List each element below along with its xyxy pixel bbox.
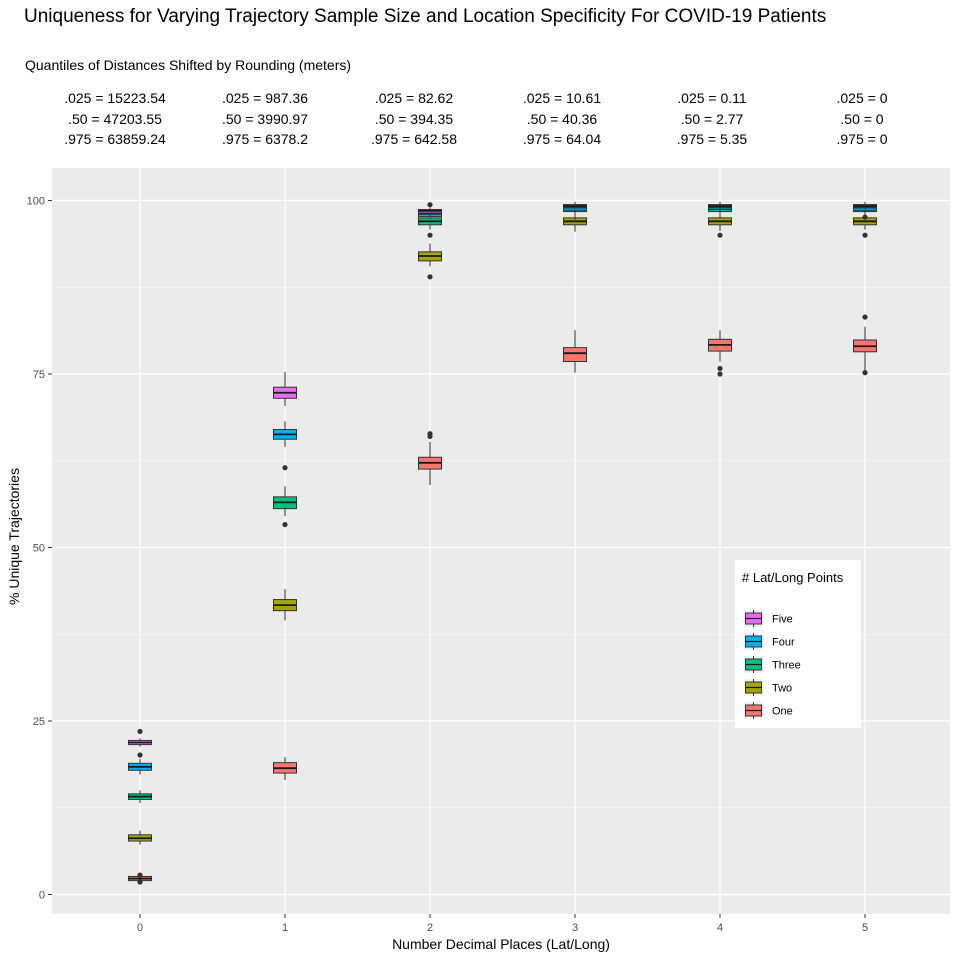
- box-two: [128, 830, 152, 845]
- quantile-975: .975 = 642.58: [370, 131, 458, 147]
- quantile-025: .025 = 82.62: [374, 90, 454, 106]
- box-one: [563, 330, 587, 373]
- quantile-annotation-3: .025 = 10.61 .50 = 40.36 .975 = 64.04: [487, 88, 637, 150]
- outlier-point: [137, 872, 143, 878]
- box-five: [708, 203, 732, 209]
- box-five: [853, 203, 877, 209]
- box-one: [708, 330, 732, 377]
- box-two: [273, 589, 297, 621]
- quantile-annotation-0: .025 = 15223.54 .50 = 47203.55 .975 = 63…: [40, 88, 190, 150]
- axes-layer: 0 25 50 75 100 0 1 2 3 4 5: [27, 196, 868, 935]
- y-tick-label: 75: [33, 369, 45, 381]
- quantile-025: .025 = 987.36: [221, 90, 309, 106]
- y-tick-label: 25: [33, 716, 45, 728]
- box-two: [708, 212, 732, 238]
- legend-label: Three: [772, 660, 801, 672]
- plot-panel: [52, 168, 950, 914]
- box-one: [418, 431, 442, 486]
- legend-label: One: [772, 706, 793, 718]
- outlier-point: [282, 465, 288, 471]
- outlier-point: [862, 370, 868, 376]
- quantile-025: .025 = 0: [836, 90, 888, 106]
- y-axis-label: % Unique Trajectories: [6, 468, 22, 605]
- box-three: [273, 465, 297, 528]
- quantile-50: .50 = 394.35: [374, 110, 454, 127]
- chart-title: Uniqueness for Varying Trajectory Sample…: [24, 6, 827, 27]
- outlier-point: [862, 232, 868, 238]
- x-tick-label: 5: [862, 922, 868, 934]
- box-body: [563, 347, 587, 363]
- box-one: [273, 757, 297, 780]
- x-tick-label: 1: [282, 922, 288, 934]
- quantile-annotation-2: .025 = 82.62 .50 = 394.35 .975 = 642.58: [339, 88, 489, 150]
- outlier-point: [717, 371, 723, 377]
- outlier-point: [427, 202, 433, 208]
- box-three: [418, 214, 442, 238]
- outlier-point: [427, 274, 433, 280]
- outlier-point: [137, 728, 143, 735]
- box-five: [563, 203, 587, 209]
- quantile-annotation-1: .025 = 987.36 .50 = 3990.97 .975 = 6378.…: [190, 88, 340, 150]
- quantile-975: .975 = 64.04: [522, 131, 602, 147]
- quantile-975: .975 = 0: [836, 131, 888, 147]
- legend-title: # Lat/Long Points: [742, 570, 844, 585]
- box-four: [273, 421, 297, 447]
- outlier-point: [427, 232, 433, 238]
- quantile-50: .50 = 3990.97: [221, 110, 309, 127]
- x-tick-label: 0: [137, 922, 143, 934]
- quantile-025: .025 = 10.61: [522, 90, 602, 106]
- legend: # Lat/Long Points Five Four Three Two One: [735, 560, 861, 728]
- boxes-layer: [128, 201, 877, 885]
- legend-key-two: [744, 679, 763, 696]
- box-three: [128, 790, 152, 803]
- box-four: [128, 752, 152, 775]
- legend-label: Five: [772, 614, 793, 626]
- legend-label: Four: [772, 637, 795, 649]
- outlier-point: [717, 232, 723, 238]
- y-tick-label: 0: [39, 890, 45, 902]
- quantile-975: .975 = 6378.2: [221, 131, 309, 147]
- outlier-point: [862, 314, 868, 320]
- quantile-50: .50 = 47203.55: [68, 110, 162, 127]
- box-two: [418, 243, 442, 280]
- legend-key-five: [744, 610, 763, 627]
- x-tick-label: 2: [427, 922, 433, 934]
- quantile-50: .50 = 0: [840, 110, 884, 127]
- outlier-point: [427, 431, 433, 437]
- x-axis-label: Number Decimal Places (Lat/Long): [392, 936, 610, 952]
- box-one: [853, 314, 877, 376]
- quantile-975: .975 = 5.35: [676, 131, 748, 147]
- outlier-point: [717, 365, 723, 372]
- quantile-025: .025 = 0.11: [677, 90, 747, 106]
- box-one: [128, 872, 152, 885]
- legend-label: Two: [772, 683, 792, 695]
- outlier-point: [862, 214, 868, 220]
- legend-key-three: [744, 656, 763, 673]
- quantile-annotation-5: .025 = 0 .50 = 0 .975 = 0: [787, 88, 937, 150]
- quantile-50: .50 = 2.77: [680, 110, 744, 127]
- outlier-point: [282, 521, 288, 528]
- box-five: [128, 728, 152, 747]
- legend-key-four: [744, 633, 763, 650]
- outlier-point: [137, 752, 143, 758]
- box-five: [418, 207, 442, 216]
- y-tick-label: 100: [27, 196, 45, 208]
- x-tick-label: 3: [572, 922, 578, 934]
- box-five: [273, 371, 297, 406]
- x-tick-label: 4: [717, 922, 723, 934]
- chart-subtitle: Quantiles of Distances Shifted by Roundi…: [25, 57, 352, 73]
- legend-key-one: [744, 702, 763, 719]
- quantile-annotation-4: .025 = 0.11 .50 = 2.77 .975 = 5.35: [637, 88, 787, 150]
- quantile-025: .025 = 15223.54: [64, 90, 166, 106]
- y-tick-label: 50: [33, 543, 45, 555]
- outlier-point: [137, 879, 143, 885]
- quantile-975: .975 = 63859.24: [64, 131, 166, 147]
- quantile-50: .50 = 40.36: [526, 110, 598, 127]
